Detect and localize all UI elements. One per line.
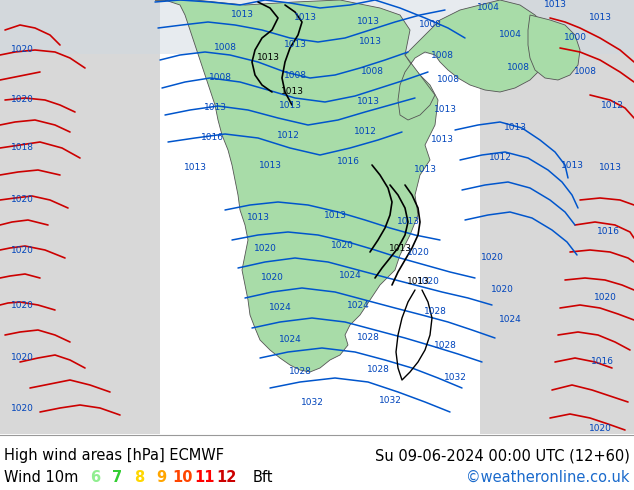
- Text: 1032: 1032: [444, 373, 467, 383]
- Text: 1013: 1013: [430, 136, 453, 145]
- Text: 1008: 1008: [209, 74, 231, 82]
- Text: 1020: 1020: [11, 46, 34, 54]
- Text: 1004: 1004: [477, 3, 500, 13]
- Text: 1008: 1008: [361, 68, 384, 76]
- Text: 1013: 1013: [598, 164, 621, 172]
- Polygon shape: [155, 0, 438, 372]
- Text: 1013: 1013: [278, 100, 302, 109]
- Text: 1013: 1013: [356, 18, 380, 26]
- Text: 1024: 1024: [278, 336, 301, 344]
- Text: 1024: 1024: [347, 300, 370, 310]
- Text: 10: 10: [172, 470, 193, 485]
- Text: ©weatheronline.co.uk: ©weatheronline.co.uk: [467, 470, 630, 485]
- Polygon shape: [0, 0, 634, 54]
- Text: 1013: 1013: [503, 123, 526, 132]
- Text: 1020: 1020: [406, 247, 429, 256]
- Text: 1020: 1020: [491, 286, 514, 294]
- Text: 1020: 1020: [588, 423, 611, 433]
- Text: 1028: 1028: [356, 334, 379, 343]
- Text: 1013: 1013: [280, 88, 304, 97]
- Text: 1020: 1020: [254, 244, 276, 252]
- Text: 1032: 1032: [301, 397, 323, 407]
- Text: 1028: 1028: [434, 341, 456, 349]
- Text: 1013: 1013: [283, 41, 306, 49]
- Text: 1013: 1013: [247, 214, 269, 222]
- Text: 1032: 1032: [378, 395, 401, 405]
- Text: 1020: 1020: [11, 245, 34, 254]
- Text: 1013: 1013: [543, 0, 567, 9]
- Text: 1028: 1028: [366, 366, 389, 374]
- Text: 1013: 1013: [588, 14, 612, 23]
- Text: 1013: 1013: [294, 14, 316, 23]
- Polygon shape: [398, 0, 548, 120]
- Text: 1024: 1024: [269, 303, 292, 313]
- Text: 1013: 1013: [204, 103, 226, 113]
- Text: Su 09-06-2024 00:00 UTC (12+60): Su 09-06-2024 00:00 UTC (12+60): [375, 448, 630, 463]
- Text: 1008: 1008: [430, 50, 453, 59]
- Polygon shape: [528, 15, 580, 80]
- Text: 1024: 1024: [498, 316, 521, 324]
- Text: 1013: 1013: [259, 161, 281, 170]
- Text: Bft: Bft: [253, 470, 273, 485]
- Text: 1013: 1013: [257, 53, 280, 63]
- Text: 1013: 1013: [406, 277, 429, 287]
- Text: 1013: 1013: [560, 161, 583, 170]
- Text: 1013: 1013: [434, 105, 456, 115]
- Text: 1012: 1012: [600, 100, 623, 109]
- Text: 6: 6: [90, 470, 100, 485]
- Polygon shape: [480, 0, 634, 434]
- Text: 8: 8: [134, 470, 144, 485]
- Text: 1008: 1008: [283, 71, 306, 79]
- Text: 1012: 1012: [354, 127, 377, 137]
- Text: 1004: 1004: [498, 30, 521, 40]
- Text: 12: 12: [217, 470, 237, 485]
- Text: 1016: 1016: [337, 157, 359, 167]
- Text: 1020: 1020: [11, 300, 34, 310]
- Text: 1013: 1013: [389, 244, 411, 252]
- Text: 1016: 1016: [590, 358, 614, 367]
- Text: 1008: 1008: [574, 68, 597, 76]
- Polygon shape: [0, 0, 160, 434]
- Text: 1013: 1013: [323, 211, 347, 220]
- Text: Wind 10m: Wind 10m: [4, 470, 79, 485]
- Text: 1008: 1008: [418, 21, 441, 29]
- Text: 1013: 1013: [231, 10, 254, 20]
- Text: 1020: 1020: [417, 277, 439, 287]
- Text: 1020: 1020: [11, 96, 34, 104]
- Text: 1020: 1020: [11, 353, 34, 363]
- Text: 1013: 1013: [356, 98, 380, 106]
- Text: 1020: 1020: [11, 196, 34, 204]
- Text: 1020: 1020: [261, 273, 283, 283]
- Text: 1020: 1020: [330, 241, 353, 249]
- Text: 1013: 1013: [358, 38, 382, 47]
- Text: 1012: 1012: [489, 153, 512, 163]
- Text: 1028: 1028: [424, 308, 446, 317]
- Text: 1020: 1020: [481, 253, 503, 263]
- Text: 7: 7: [112, 470, 122, 485]
- Text: High wind areas [hPa] ECMWF: High wind areas [hPa] ECMWF: [4, 448, 224, 463]
- Text: 1020: 1020: [593, 294, 616, 302]
- Text: 1013: 1013: [396, 218, 420, 226]
- Text: 1008: 1008: [507, 64, 529, 73]
- Text: 1008: 1008: [214, 44, 236, 52]
- Text: 1024: 1024: [339, 270, 361, 279]
- Text: 1013: 1013: [183, 164, 207, 172]
- Text: 1016: 1016: [200, 133, 224, 143]
- Text: 1008: 1008: [436, 75, 460, 84]
- Text: 1013: 1013: [413, 166, 436, 174]
- Text: 9: 9: [156, 470, 166, 485]
- Text: 1012: 1012: [276, 130, 299, 140]
- Text: 1018: 1018: [11, 144, 34, 152]
- Text: 1016: 1016: [597, 227, 619, 237]
- Text: 1028: 1028: [288, 368, 311, 376]
- Text: 1020: 1020: [11, 403, 34, 413]
- Text: 11: 11: [195, 470, 216, 485]
- Text: 1000: 1000: [564, 33, 586, 43]
